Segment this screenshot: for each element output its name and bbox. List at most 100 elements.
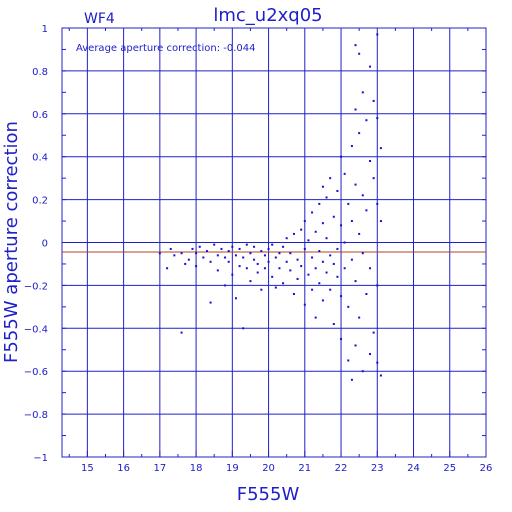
- data-point: [369, 267, 372, 270]
- data-point: [274, 286, 277, 289]
- y-tick-label: 1: [42, 24, 48, 35]
- y-tick-label: 0.8: [32, 67, 48, 78]
- data-point: [332, 323, 335, 326]
- data-point: [361, 370, 364, 373]
- data-point: [202, 256, 205, 259]
- data-point: [278, 267, 281, 270]
- data-point: [300, 265, 303, 268]
- data-point: [314, 230, 317, 233]
- data-point: [234, 254, 237, 257]
- data-point: [158, 252, 161, 255]
- data-point: [325, 237, 328, 240]
- data-point: [321, 299, 324, 302]
- data-point: [365, 209, 368, 212]
- data-point: [311, 288, 314, 291]
- data-point: [224, 256, 227, 259]
- data-point: [376, 361, 379, 364]
- data-point: [271, 243, 274, 246]
- x-tick-label: 15: [81, 463, 94, 474]
- data-point: [376, 117, 379, 120]
- data-point: [289, 252, 292, 255]
- data-point: [231, 245, 234, 248]
- data-point: [358, 132, 361, 135]
- y-tick-label: −0.4: [24, 324, 48, 335]
- data-point: [325, 196, 328, 199]
- data-point: [307, 239, 310, 242]
- data-point: [314, 267, 317, 270]
- data-point: [198, 245, 201, 248]
- data-point: [292, 292, 295, 295]
- x-tick-label: 21: [298, 463, 311, 474]
- y-tick-label: 0.2: [32, 196, 48, 207]
- x-tick-label: 16: [117, 463, 130, 474]
- data-point: [260, 250, 263, 253]
- data-point: [245, 243, 248, 246]
- data-point: [329, 177, 332, 180]
- data-point: [256, 262, 259, 265]
- data-point: [379, 220, 382, 223]
- y-tick-label: −0.8: [24, 410, 48, 421]
- data-point: [365, 292, 368, 295]
- data-point: [213, 243, 216, 246]
- y-tick-label: 0.4: [32, 153, 48, 164]
- data-point: [242, 327, 245, 330]
- data-point: [303, 247, 306, 250]
- data-point: [169, 247, 172, 250]
- data-point: [296, 258, 299, 261]
- data-point: [278, 252, 281, 255]
- data-point: [336, 275, 339, 278]
- y-axis-label: F555W aperture correction: [1, 121, 22, 363]
- data-point: [311, 211, 314, 214]
- data-point: [347, 359, 350, 362]
- data-point: [350, 378, 353, 381]
- y-tick-label: −1: [33, 453, 48, 464]
- data-point: [325, 271, 328, 274]
- x-tick-label: 22: [335, 463, 348, 474]
- data-point: [343, 267, 346, 270]
- data-point: [296, 277, 299, 280]
- data-point: [336, 247, 339, 250]
- data-point: [318, 202, 321, 205]
- data-point: [347, 305, 350, 308]
- data-point: [358, 316, 361, 319]
- data-point: [220, 247, 223, 250]
- y-tick-label: −0.2: [24, 281, 48, 292]
- data-point: [303, 220, 306, 223]
- data-point: [372, 177, 375, 180]
- data-point: [318, 282, 321, 285]
- chip-label: WF4: [84, 11, 115, 27]
- data-point: [376, 284, 379, 287]
- data-point: [249, 280, 252, 283]
- y-tick-label: 0: [42, 239, 48, 250]
- data-point: [184, 262, 187, 265]
- x-tick-label: 24: [407, 463, 420, 474]
- data-point: [379, 147, 382, 150]
- data-point: [372, 331, 375, 334]
- data-point: [267, 260, 270, 263]
- data-point: [354, 280, 357, 283]
- data-point: [321, 222, 324, 225]
- data-point: [354, 108, 357, 111]
- data-point: [195, 252, 198, 255]
- x-tick-label: 20: [262, 463, 275, 474]
- data-point: [253, 245, 256, 248]
- data-point: [329, 288, 332, 291]
- data-point: [318, 250, 321, 253]
- data-point: [314, 316, 317, 319]
- data-point: [216, 254, 219, 257]
- data-point: [361, 91, 364, 94]
- x-tick-label: 23: [371, 463, 384, 474]
- data-point: [242, 256, 245, 259]
- data-point: [187, 258, 190, 261]
- data-point: [372, 99, 375, 102]
- data-point: [336, 190, 339, 193]
- data-point: [282, 245, 285, 248]
- data-point: [209, 260, 212, 263]
- data-point: [354, 344, 357, 347]
- data-point: [350, 220, 353, 223]
- data-point: [256, 271, 259, 274]
- x-tick-label: 19: [226, 463, 239, 474]
- data-point: [340, 295, 343, 298]
- data-point: [166, 267, 169, 270]
